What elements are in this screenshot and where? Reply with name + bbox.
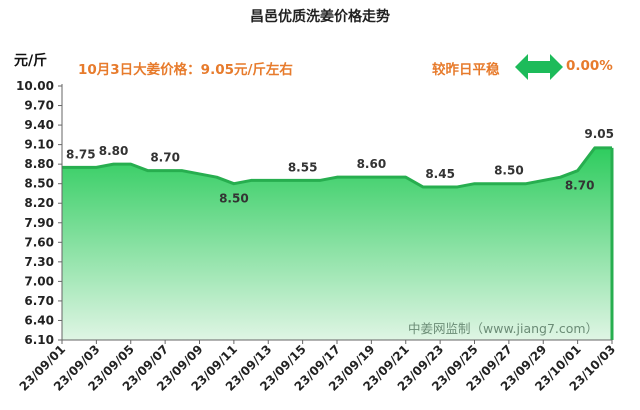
- watermark: 中姜网监制（www.jiang7.com）: [408, 321, 599, 336]
- data-label: 9.05: [584, 127, 614, 141]
- y-tick-label: 8.20: [24, 196, 54, 210]
- y-tick-label: 7.00: [24, 274, 54, 288]
- double-arrow-icon: [515, 54, 563, 80]
- data-label: 8.50: [494, 164, 524, 178]
- data-label: 8.75: [66, 147, 96, 161]
- y-tick-label: 6.10: [24, 333, 54, 347]
- data-label: 8.50: [219, 192, 249, 206]
- y-tick-label: 8.80: [24, 157, 54, 171]
- y-tick-label: 7.30: [24, 255, 54, 269]
- price-series-line: [62, 146, 612, 189]
- y-tick-label: 7.90: [24, 216, 54, 230]
- y-tick-label: 9.10: [24, 138, 54, 152]
- y-tick-label: 9.40: [24, 118, 54, 132]
- chart-title: 昌邑优质洗姜价格走势: [250, 9, 390, 25]
- data-label: 8.70: [150, 151, 180, 165]
- data-label: 8.60: [357, 157, 387, 171]
- price-area-fill: [62, 147, 612, 340]
- data-label: 8.80: [99, 144, 129, 158]
- data-label: 8.70: [565, 179, 595, 193]
- y-tick-label: 10.00: [16, 79, 54, 93]
- y-tick-label: 9.70: [24, 99, 54, 113]
- price-summary: 10月3日大姜价格：9.05元/斤左右: [78, 62, 293, 78]
- compare-value: 0.00%: [566, 58, 613, 74]
- y-tick-label: 6.70: [24, 294, 54, 308]
- y-tick-label: 7.60: [24, 235, 54, 249]
- data-label: 8.45: [425, 167, 455, 181]
- compare-label: 较昨日平稳: [432, 62, 500, 78]
- y-tick-label: 8.50: [24, 177, 54, 191]
- y-axis-unit: 元/斤: [14, 53, 48, 69]
- data-label: 8.55: [288, 160, 318, 174]
- y-tick-label: 6.40: [24, 313, 54, 327]
